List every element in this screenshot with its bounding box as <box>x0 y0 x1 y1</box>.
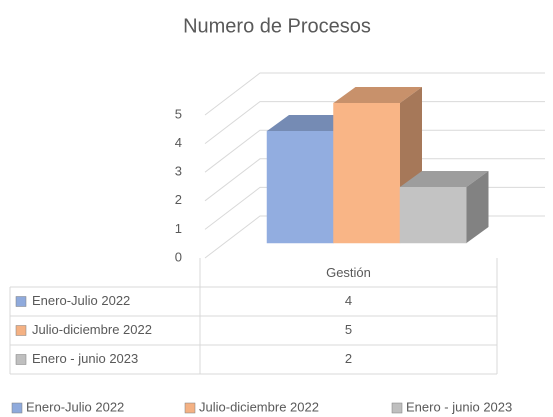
legend-key <box>391 402 403 414</box>
bar-top <box>400 171 489 187</box>
table-series-name: Enero-Julio 2022 <box>32 293 130 308</box>
table-legend-key <box>15 354 27 365</box>
chart-title: Numero de Procesos <box>183 15 371 37</box>
y-tick-label: 5 <box>175 106 182 121</box>
y-tick-label: 3 <box>175 164 182 179</box>
grid-line <box>204 101 545 144</box>
x-tick-label: Gestión <box>326 265 371 280</box>
y-tick-label: 4 <box>175 135 182 150</box>
table-value: 4 <box>345 293 352 308</box>
table-value: 5 <box>345 322 352 337</box>
table-series-name: Julio-diciembre 2022 <box>32 322 152 337</box>
grid-line <box>204 158 545 202</box>
table-value: 2 <box>345 351 352 366</box>
legend-label: Enero-Julio 2022 <box>26 399 124 414</box>
table-series-name: Enero - junio 2023 <box>32 351 138 366</box>
legend-key <box>11 402 23 414</box>
y-tick-label: 0 <box>175 249 182 264</box>
table-legend-key <box>15 296 27 307</box>
table-legend-key <box>15 325 27 336</box>
y-tick-label: 2 <box>175 192 182 207</box>
bar <box>266 130 334 244</box>
bar-top <box>333 87 422 103</box>
bar <box>399 186 467 244</box>
legend-key <box>184 402 196 414</box>
bar-side <box>466 171 489 243</box>
grid-line <box>204 72 545 116</box>
legend-label: Julio-diciembre 2022 <box>199 399 319 414</box>
y-tick-label: 1 <box>175 221 182 236</box>
legend-label: Enero - junio 2023 <box>406 399 512 414</box>
grid-line <box>204 129 545 173</box>
bar <box>333 102 401 244</box>
